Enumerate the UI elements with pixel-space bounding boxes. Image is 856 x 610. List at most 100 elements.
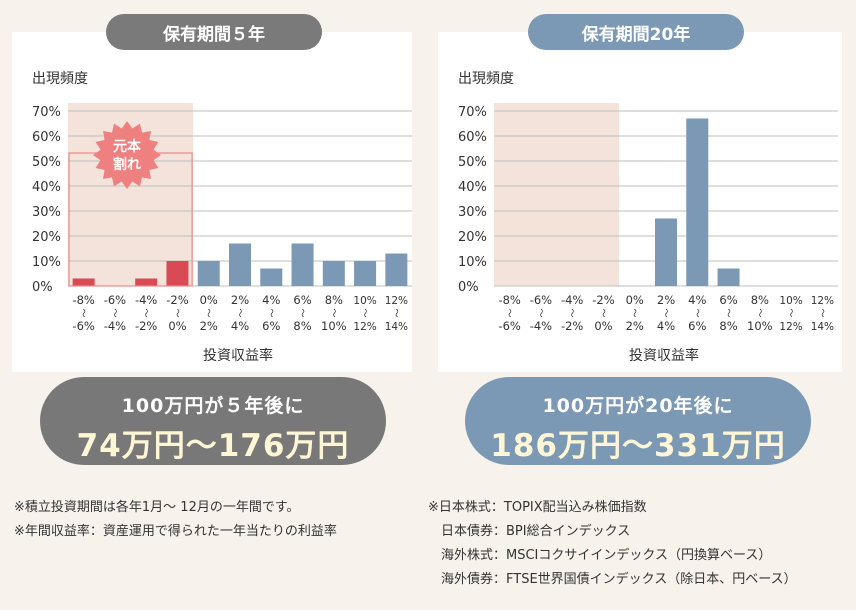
x-tick-label: 10% <box>779 295 802 307</box>
y-tick-label: 10% <box>32 255 61 270</box>
y-tick-label: 20% <box>458 230 487 245</box>
bar <box>72 278 95 286</box>
x-tick-label: 10% <box>353 295 376 307</box>
result-20-years-line1: 100万円が20年後に <box>542 395 734 417</box>
note-item: 日本債券：BPI総合インデックス <box>428 524 631 539</box>
x-tick-label: 8% <box>719 319 737 333</box>
x-tick-label: 〜 <box>359 308 369 317</box>
x-tick-label: 〜 <box>754 308 764 317</box>
y-tick-label: 0% <box>458 280 479 295</box>
x-tick-label: 〜 <box>816 308 826 317</box>
bar <box>717 268 740 286</box>
x-axis-label: 投資収益率 <box>629 347 699 364</box>
x-tick-label: 4% <box>688 293 706 307</box>
bar <box>322 261 345 286</box>
note-item: 海外債券：FTSE世界国債インデックス（除日本、円ベース） <box>428 572 797 587</box>
x-tick-label: 12% <box>353 321 376 333</box>
bar <box>135 278 158 286</box>
x-tick-label: 〜 <box>297 308 307 317</box>
chart-20-years: 0%10%20%30%40%50%60%70%出現頻度-8%〜-6%-6%〜-4… <box>458 71 838 364</box>
x-tick-label: -6% <box>72 319 94 333</box>
result-5-years-line1: 100万円が５年後に <box>121 395 305 417</box>
note-item: ※年間収益率：資産運用で得られた一年当たりの利益率 <box>14 524 337 539</box>
x-tick-label: -2% <box>135 319 157 333</box>
x-tick-label: 0% <box>200 293 218 307</box>
x-tick-label: 8% <box>751 293 769 307</box>
x-tick-label: 12% <box>811 295 834 307</box>
result-5-years-range: 74万円〜176万円 <box>76 428 350 464</box>
holding-period-5-title: 保有期間５年 <box>106 14 322 50</box>
x-tick-label: 10% <box>747 319 773 333</box>
notes-right: ※日本株式：TOPIX配当込み株価指数 日本債券：BPI総合インデックス 海外株… <box>428 496 797 592</box>
bar <box>291 243 314 286</box>
result-20-years-range: 186万円〜331万円 <box>490 428 786 464</box>
x-tick-label: 〜 <box>691 308 701 317</box>
x-tick-label: 2% <box>231 293 249 307</box>
y-tick-label: 20% <box>32 230 61 245</box>
x-tick-label: 4% <box>657 319 675 333</box>
x-tick-label: 0% <box>626 293 644 307</box>
x-tick-label: 〜 <box>328 308 338 317</box>
x-tick-label: 2% <box>200 319 218 333</box>
note-item: ※積立投資期間は各年1月〜 12月の一年間です。 <box>14 500 300 515</box>
x-tick-label: 〜 <box>535 308 545 317</box>
x-tick-label: 12% <box>385 295 408 307</box>
chart-5-years: 0%10%20%30%40%50%60%70%出現頻度-8%〜-6%-6%〜-4… <box>32 71 412 364</box>
holding-period-20-title: 保有期間20年 <box>528 14 744 50</box>
x-axis-label: 投資収益率 <box>203 347 273 364</box>
x-tick-label: -6% <box>104 293 126 307</box>
x-tick-label: 〜 <box>203 308 213 317</box>
bar <box>260 268 283 286</box>
x-tick-label: 〜 <box>785 308 795 317</box>
x-tick-label: 14% <box>811 321 834 333</box>
x-tick-label: -4% <box>561 293 583 307</box>
x-tick-label: 2% <box>626 319 644 333</box>
y-tick-label: 60% <box>32 130 61 145</box>
x-tick-label: 6% <box>293 293 311 307</box>
bar <box>686 118 709 286</box>
x-tick-label: 〜 <box>390 308 400 317</box>
x-tick-label: -2% <box>592 293 614 307</box>
y-axis-label: 出現頻度 <box>458 71 514 87</box>
x-tick-label: -8% <box>498 293 520 307</box>
x-tick-label: 4% <box>231 319 249 333</box>
y-tick-label: 10% <box>458 255 487 270</box>
x-tick-label: 〜 <box>504 308 514 317</box>
x-tick-label: -8% <box>72 293 94 307</box>
x-tick-label: 〜 <box>723 308 733 317</box>
result-5-years: 100万円が５年後に 74万円〜176万円 <box>40 377 386 465</box>
x-tick-label: 8% <box>325 293 343 307</box>
x-tick-label: 12% <box>779 321 802 333</box>
y-tick-label: 0% <box>32 280 53 295</box>
x-tick-label: 〜 <box>629 308 639 317</box>
x-tick-label: 〜 <box>566 308 576 317</box>
x-tick-label: 〜 <box>234 308 244 317</box>
x-tick-label: 14% <box>385 321 408 333</box>
y-tick-label: 60% <box>458 130 487 145</box>
x-tick-label: 8% <box>293 319 311 333</box>
x-tick-label: 2% <box>657 293 675 307</box>
x-tick-label: 〜 <box>171 308 181 317</box>
y-tick-label: 30% <box>32 205 61 220</box>
bar <box>197 261 220 286</box>
x-tick-label: 6% <box>688 319 706 333</box>
y-tick-label: 30% <box>458 205 487 220</box>
bar <box>229 243 251 286</box>
loss-badge-label: 割れ <box>113 156 141 173</box>
y-tick-label: 50% <box>32 155 61 170</box>
y-tick-label: 40% <box>32 180 61 195</box>
note-item: ※日本株式：TOPIX配当込み株価指数 <box>428 500 647 515</box>
bar <box>385 253 408 286</box>
x-tick-label: -6% <box>530 293 552 307</box>
x-tick-label: -4% <box>530 319 552 333</box>
loss-badge-icon <box>93 121 161 189</box>
x-tick-label: -2% <box>561 319 583 333</box>
x-tick-label: 0% <box>594 319 612 333</box>
x-tick-label: 〜 <box>140 308 150 317</box>
x-tick-label: 4% <box>262 293 280 307</box>
bar <box>166 261 189 286</box>
x-tick-label: 〜 <box>597 308 607 317</box>
x-tick-label: 6% <box>262 319 280 333</box>
loss-zone <box>494 103 620 286</box>
y-tick-label: 70% <box>458 105 487 120</box>
